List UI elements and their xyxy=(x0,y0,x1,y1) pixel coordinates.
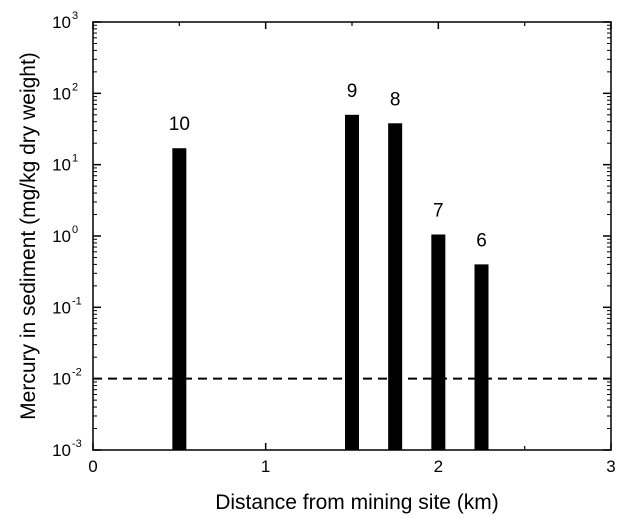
x-axis-ticks: 0 1 2 3 xyxy=(88,22,616,476)
x-tick-label: 0 xyxy=(88,457,97,476)
bar xyxy=(345,114,359,450)
y-tick-label: 10 xyxy=(52,156,71,175)
x-tick-label: 3 xyxy=(606,457,615,476)
y-tick-label: 10 xyxy=(52,84,71,103)
bar xyxy=(474,264,489,450)
y-tick-exponent: -3 xyxy=(72,438,82,450)
bar-data-label: 10 xyxy=(169,114,190,135)
bar-data-label: 6 xyxy=(476,230,487,251)
y-tick-exponent: 0 xyxy=(72,224,78,236)
y-tick-exponent: 3 xyxy=(72,10,78,22)
bar xyxy=(172,148,187,451)
x-axis-title: Distance from mining site (km) xyxy=(215,491,499,514)
y-tick-label: 10 xyxy=(52,370,71,389)
y-tick-exponent: -2 xyxy=(72,367,82,379)
y-tick-exponent: 1 xyxy=(72,153,78,165)
bar-data-label: 7 xyxy=(433,200,444,221)
bar-data-label: 9 xyxy=(347,81,358,102)
y-tick-exponent: 2 xyxy=(72,81,78,93)
bar xyxy=(388,123,403,450)
y-axis-title: Mercury in sediment (mg/kg dry weight) xyxy=(17,52,40,420)
y-tick-label: 10 xyxy=(52,441,71,460)
y-tick-label: 10 xyxy=(52,298,71,317)
x-tick-label: 1 xyxy=(261,457,270,476)
bars-layer: 10 9 8 7 6 xyxy=(169,81,489,451)
y-tick-label: 10 xyxy=(52,13,71,32)
bar-data-label: 8 xyxy=(390,89,401,110)
y-tick-label: 10 xyxy=(52,227,71,246)
bar xyxy=(431,234,446,450)
x-tick-label: 2 xyxy=(434,457,443,476)
y-tick-exponent: -1 xyxy=(72,295,82,307)
